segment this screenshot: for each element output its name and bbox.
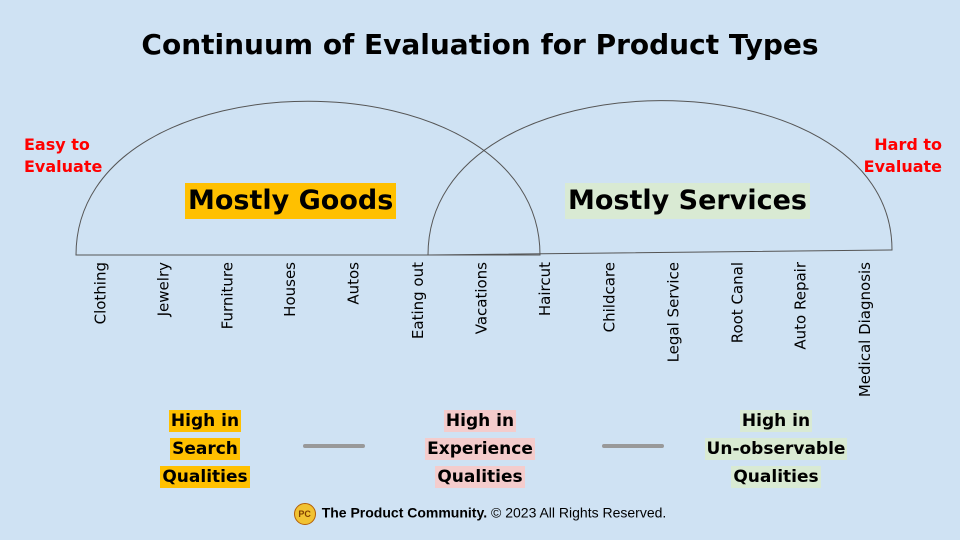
footer: PC The Product Community. © 2023 All Righ… <box>0 503 960 525</box>
category-label: Eating out <box>409 262 427 340</box>
category-label: Legal Service <box>664 262 682 363</box>
category-label: Furniture <box>218 262 236 330</box>
footer-brand: The Product Community. <box>321 504 488 521</box>
experience-qualities-box: High in Experience Qualities <box>380 407 580 491</box>
mostly-services-label: Mostly Services <box>565 183 810 219</box>
search-line-2: Search <box>170 438 240 460</box>
category-label: Vacations <box>472 262 490 335</box>
category-label: Auto Repair <box>792 262 810 350</box>
category-label: Clothing <box>91 262 109 325</box>
category-label: Houses <box>281 262 299 317</box>
category-label: Autos <box>345 262 363 305</box>
search-qualities-box: High in Search Qualities <box>105 407 305 491</box>
search-line-1: High in <box>168 410 242 432</box>
experience-line-2: Experience <box>425 438 535 460</box>
category-label: Jewelry <box>154 262 172 317</box>
hard-to-evaluate-label: Hard to Evaluate <box>864 134 942 178</box>
product-community-logo-icon: PC <box>293 503 316 525</box>
connector-line-left <box>303 444 365 448</box>
category-label: Haircut <box>536 262 554 317</box>
unobservable-line-2: Un-observable <box>704 438 848 460</box>
goods-arc <box>75 100 541 256</box>
easy-to-evaluate-label: Easy to Evaluate <box>24 134 102 178</box>
easy-line-1: Easy to <box>24 135 90 154</box>
unobservable-line-1: High in <box>739 410 813 432</box>
search-line-3: Qualities <box>160 466 250 488</box>
category-label: Medical Diagnosis <box>856 262 874 398</box>
services-arc <box>427 100 893 256</box>
hard-line-2: Evaluate <box>863 157 942 176</box>
experience-line-3: Qualities <box>435 466 525 488</box>
category-label: Childcare <box>600 262 618 333</box>
footer-rights: © 2023 All Rights Reserved. <box>491 504 667 521</box>
connector-line-right <box>602 444 664 448</box>
unobservable-qualities-box: High in Un-observable Qualities <box>676 407 876 491</box>
unobservable-line-3: Qualities <box>731 466 821 488</box>
easy-line-2: Evaluate <box>24 157 103 176</box>
experience-line-1: High in <box>443 410 517 432</box>
diagram-title: Continuum of Evaluation for Product Type… <box>141 28 819 61</box>
category-label: Root Canal <box>728 262 746 344</box>
hard-line-1: Hard to <box>874 135 942 154</box>
mostly-goods-label: Mostly Goods <box>185 183 397 219</box>
